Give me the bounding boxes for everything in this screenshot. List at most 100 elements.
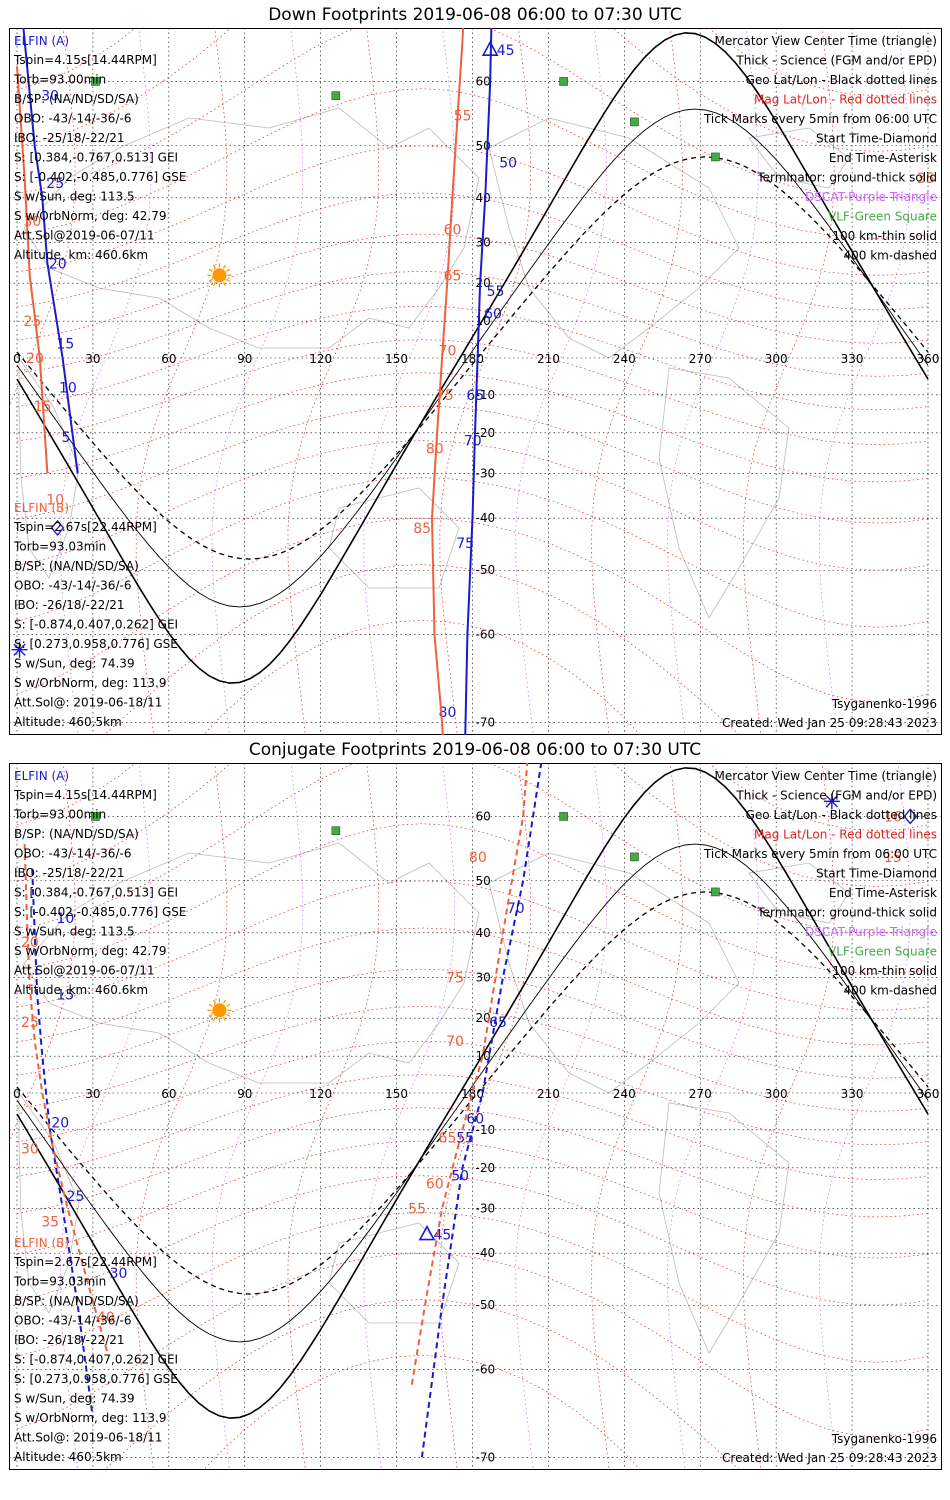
elfin-b-info-line: Torb=93.03min bbox=[13, 540, 106, 554]
elfin-b-info-line: IBO: -26/18/-22/21 bbox=[14, 598, 125, 612]
legend-line: Tick Marks every 5min from 06:00 UTC bbox=[703, 112, 937, 126]
elfin-a-footprint-track bbox=[31, 763, 543, 1458]
elfin-a-info-line: S w/Sun, deg: 113.5 bbox=[14, 190, 135, 204]
mag-meridian-11 bbox=[819, 28, 911, 735]
mag-parallel--3 bbox=[16, 405, 929, 524]
elfin-b-tick-label: 60 bbox=[426, 1177, 444, 1193]
conjugate-footprints-map: 0 30 60 90 120 150 180 210 240 270 300 330 360 70 60 50… bbox=[9, 763, 942, 1470]
elfin-a-info-line: OBO: -43/-14/-36/-6 bbox=[14, 112, 131, 126]
elfin-b-tick-label: 35 bbox=[917, 171, 935, 187]
end-time-asterisk-marker bbox=[11, 641, 28, 658]
elfin-a-info-line: Att.Sol@2019-06-07/11 bbox=[14, 229, 155, 243]
legend-line: End Time-Asterisk bbox=[829, 151, 937, 165]
elfin-b-tick-label: 35 bbox=[41, 1214, 59, 1230]
mag-parallel--2 bbox=[16, 372, 929, 483]
mag-parallel-5 bbox=[16, 88, 929, 239]
lat-tick-label: -50 bbox=[476, 563, 496, 577]
mag-meridian-5 bbox=[363, 28, 455, 735]
vlf-station-square bbox=[559, 812, 568, 821]
elfin-b-info-line: Torb=93.03min bbox=[13, 1275, 106, 1289]
elfin-a-info-line: B/SP: (NA/ND/SD/SA) bbox=[14, 827, 139, 841]
elfin-a-tick-label: 10 bbox=[56, 911, 74, 927]
legend-line: 100 km-thin solid bbox=[832, 229, 937, 243]
elfin-a-footprint-track bbox=[22, 28, 493, 735]
lat-tick-label: 30 bbox=[476, 971, 491, 985]
lat-tick-label: -60 bbox=[476, 628, 496, 642]
start-time-diamond-marker bbox=[50, 519, 65, 537]
elfin-a-tick-label: 75 bbox=[456, 536, 474, 552]
lon-tick-label: 300 bbox=[765, 1087, 788, 1101]
lon-tick-label: 120 bbox=[309, 352, 332, 366]
elfin-b-tick-label: 85 bbox=[413, 521, 431, 537]
legend-line: Terminator: ground-thick solid bbox=[756, 906, 937, 920]
legend-line: 400 km-dashed bbox=[843, 984, 937, 998]
lat-tick-label: 40 bbox=[476, 926, 491, 940]
lon-tick-label: 90 bbox=[237, 1087, 252, 1101]
elfin-a-info-line: OBO: -43/-14/-36/-6 bbox=[14, 847, 131, 861]
elfin-a-info-line: Torb=93.00min bbox=[13, 73, 106, 87]
elfin-b-info-line: S w/OrbNorm, deg: 113.9 bbox=[14, 676, 166, 690]
elfin-a-tick-label: 70 bbox=[507, 901, 525, 917]
elfin-b-tick-label: 55 bbox=[408, 1201, 426, 1217]
elfin-a-info-line: S: [-0.402,-0.485,0.776] GSE bbox=[14, 170, 187, 184]
legend-line: DSCAT-Purple Triangle bbox=[805, 925, 937, 939]
lon-tick-label: 210 bbox=[537, 352, 560, 366]
legend-line: Tick Marks every 5min from 06:00 UTC bbox=[703, 847, 937, 861]
elfin-a-title: ELFIN (A) bbox=[14, 769, 69, 783]
legend-line: VLF-Green Square bbox=[828, 210, 937, 224]
elfin-b-tick-label: 20 bbox=[21, 935, 39, 951]
elfin-b-tick-label: 70 bbox=[439, 344, 457, 360]
legend-line: DSCAT-Purple Triangle bbox=[805, 190, 937, 204]
elfin-a-tick-label: 50 bbox=[499, 155, 517, 171]
legend-line: Geo Lat/Lon - Black dotted lines bbox=[746, 808, 937, 822]
elfin-b-info-line: S w/Sun, deg: 74.39 bbox=[14, 657, 135, 671]
elfin-b-info-line: Altitude: 460.5km bbox=[14, 1450, 122, 1464]
mag-parallel--4 bbox=[16, 1175, 929, 1306]
lat-tick-label: -10 bbox=[476, 1123, 496, 1137]
lon-tick-label: 180 bbox=[461, 1087, 484, 1101]
down-footprints-title: Down Footprints 2019-06-08 06:00 to 07:3… bbox=[268, 5, 682, 25]
elfin-b-info-line: Altitude: 460.5km bbox=[14, 715, 122, 729]
legend-line: 400 km-dashed bbox=[843, 249, 937, 263]
created-timestamp: Created: Wed Jan 25 09:28:43 2023 bbox=[722, 1451, 937, 1465]
mag-parallel--1 bbox=[16, 339, 929, 446]
mag-parallel--8 bbox=[202, 619, 641, 735]
mag-meridian-4 bbox=[287, 28, 379, 735]
legend-line: Mag Lat/Lon - Red dotted lines bbox=[754, 828, 937, 842]
elfin-a-tick-label: 30 bbox=[41, 89, 59, 105]
mag-meridian-9 bbox=[667, 763, 759, 1470]
lat-tick-label: -20 bbox=[476, 426, 496, 440]
mag-meridian-7 bbox=[515, 763, 607, 1470]
lon-tick-label: 240 bbox=[613, 352, 636, 366]
elfin-a-tick-label: 60 bbox=[466, 1112, 484, 1128]
elfin-a-tick-label: 30 bbox=[110, 1266, 128, 1282]
terminator-100km-line bbox=[16, 843, 929, 1343]
elfin-a-tick-label: 5 bbox=[61, 430, 70, 446]
sun-icon bbox=[207, 263, 232, 288]
coastline-0 bbox=[23, 107, 480, 349]
coastline-2 bbox=[328, 487, 460, 589]
terminator-ground-line bbox=[16, 767, 929, 1419]
vlf-station-square bbox=[91, 812, 100, 821]
elfin-b-info-line: S: [0.273,0.958,0.776] GSE bbox=[14, 1372, 178, 1386]
mag-meridian-4 bbox=[287, 763, 379, 1470]
center-time-triangle-marker bbox=[481, 40, 499, 56]
mag-parallel-6 bbox=[16, 28, 929, 199]
elfin-a-tick-label: 45 bbox=[497, 43, 515, 59]
model-label: Tsyganenko-1996 bbox=[831, 1432, 937, 1446]
lat-tick-label: -50 bbox=[476, 1298, 496, 1312]
elfin-b-info-line: OBO: -43/-14/-36/-6 bbox=[14, 1314, 131, 1328]
elfin-b-title: ELFIN (B) bbox=[14, 1236, 69, 1250]
lat-tick-label: 40 bbox=[476, 191, 491, 205]
vlf-station-square bbox=[331, 91, 341, 100]
coastline-1 bbox=[18, 1091, 80, 1314]
elfin-a-tick-label: 15 bbox=[56, 987, 74, 1003]
lat-tick-label: -60 bbox=[476, 1363, 496, 1377]
center-time-triangle-marker bbox=[418, 1224, 436, 1241]
elfin-b-tick-label: 75 bbox=[436, 388, 454, 404]
mag-meridian-0 bbox=[9, 28, 76, 410]
lat-tick-label: -40 bbox=[476, 511, 496, 525]
mag-parallel--3 bbox=[16, 1140, 929, 1259]
elfin-b-info-line: S: [-0.874,0.407,0.262] GEI bbox=[14, 618, 178, 632]
lon-tick-label: 360 bbox=[917, 352, 940, 366]
